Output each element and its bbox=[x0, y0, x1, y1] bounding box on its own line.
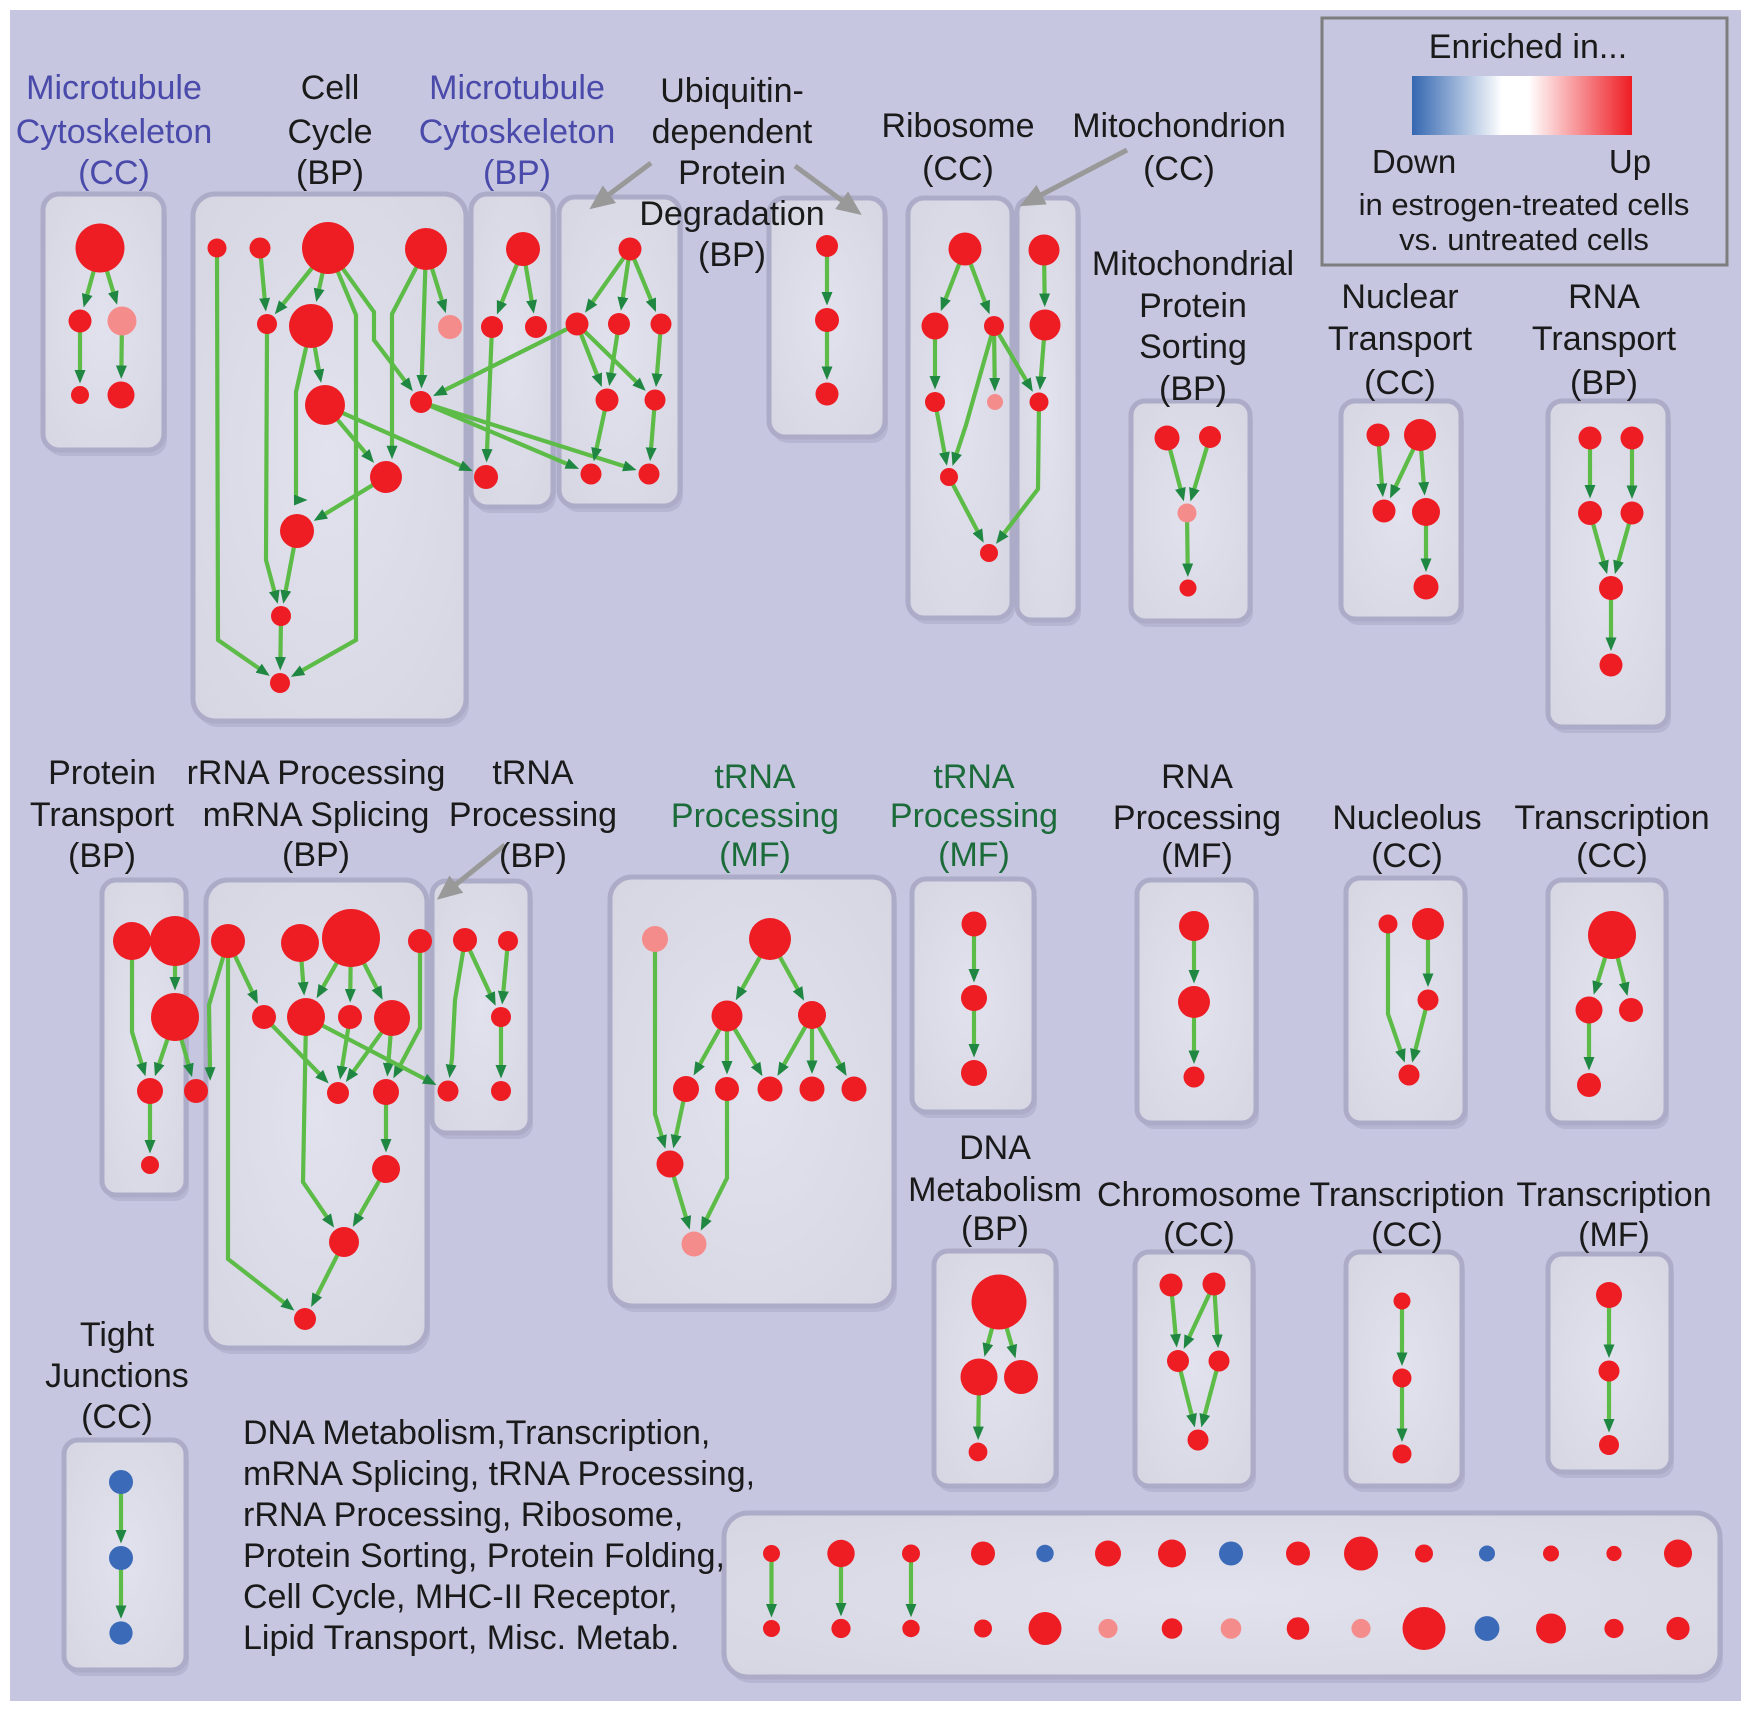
svg-text:(MF): (MF) bbox=[719, 836, 791, 874]
svg-text:mRNA Splicing: mRNA Splicing bbox=[203, 796, 430, 834]
svg-text:Tight: Tight bbox=[80, 1316, 155, 1354]
svg-text:dependent: dependent bbox=[652, 113, 813, 151]
svg-text:(CC): (CC) bbox=[1371, 837, 1443, 875]
svg-text:Transport: Transport bbox=[1532, 320, 1677, 358]
svg-text:Degradation: Degradation bbox=[639, 195, 824, 233]
svg-text:Transcription: Transcription bbox=[1309, 1176, 1504, 1214]
svg-text:Processing: Processing bbox=[449, 796, 617, 834]
svg-text:(BP): (BP) bbox=[1570, 364, 1638, 402]
svg-text:Microtubule: Microtubule bbox=[26, 69, 202, 107]
svg-text:DNA Metabolism,Transcription,: DNA Metabolism,Transcription, bbox=[243, 1414, 710, 1452]
svg-text:Processing: Processing bbox=[671, 797, 839, 835]
svg-text:Transport: Transport bbox=[30, 796, 175, 834]
svg-text:Lipid Transport, Misc. Metab.: Lipid Transport, Misc. Metab. bbox=[243, 1619, 680, 1657]
svg-text:(MF): (MF) bbox=[1578, 1216, 1650, 1254]
svg-text:Junctions: Junctions bbox=[45, 1357, 189, 1395]
svg-text:Microtubule: Microtubule bbox=[429, 69, 605, 107]
svg-text:(CC): (CC) bbox=[1371, 1216, 1443, 1254]
svg-text:(CC): (CC) bbox=[78, 154, 150, 192]
svg-text:vs. untreated cells: vs. untreated cells bbox=[1399, 222, 1649, 257]
svg-text:Transcription: Transcription bbox=[1514, 799, 1709, 837]
svg-text:Cytoskeleton: Cytoskeleton bbox=[16, 113, 213, 151]
svg-text:Up: Up bbox=[1609, 143, 1651, 180]
svg-text:(CC): (CC) bbox=[81, 1398, 153, 1436]
svg-text:Down: Down bbox=[1372, 143, 1456, 180]
svg-text:Cycle: Cycle bbox=[287, 113, 372, 151]
svg-text:Protein: Protein bbox=[1139, 287, 1247, 325]
svg-text:Protein: Protein bbox=[48, 754, 156, 792]
svg-text:(BP): (BP) bbox=[296, 154, 364, 192]
svg-text:(BP): (BP) bbox=[961, 1210, 1029, 1248]
svg-text:rRNA Processing, Ribosome,: rRNA Processing, Ribosome, bbox=[243, 1496, 683, 1534]
svg-text:(BP): (BP) bbox=[282, 836, 350, 874]
svg-text:(CC): (CC) bbox=[922, 150, 994, 188]
svg-text:Mitochondrion: Mitochondrion bbox=[1072, 107, 1286, 145]
svg-text:DNA: DNA bbox=[959, 1129, 1031, 1167]
svg-text:tRNA: tRNA bbox=[933, 758, 1015, 796]
svg-text:in estrogen-treated cells: in estrogen-treated cells bbox=[1359, 187, 1690, 222]
svg-text:Cell Cycle, MHC-II Receptor,: Cell Cycle, MHC-II Receptor, bbox=[243, 1578, 678, 1616]
svg-text:Transport: Transport bbox=[1328, 320, 1473, 358]
svg-text:(CC): (CC) bbox=[1143, 150, 1215, 188]
svg-text:(CC): (CC) bbox=[1576, 837, 1648, 875]
svg-text:Protein Sorting, Protein Foldi: Protein Sorting, Protein Folding, bbox=[243, 1537, 725, 1575]
svg-text:RNA: RNA bbox=[1568, 278, 1640, 316]
svg-text:Cell: Cell bbox=[301, 69, 360, 107]
svg-text:Metabolism: Metabolism bbox=[908, 1171, 1082, 1209]
svg-text:mRNA Splicing, tRNA Processing: mRNA Splicing, tRNA Processing, bbox=[243, 1455, 755, 1493]
svg-text:Nuclear: Nuclear bbox=[1341, 278, 1458, 316]
svg-text:(BP): (BP) bbox=[68, 837, 136, 875]
svg-text:(BP): (BP) bbox=[698, 236, 766, 274]
svg-text:(BP): (BP) bbox=[483, 154, 551, 192]
svg-text:(BP): (BP) bbox=[499, 837, 567, 875]
svg-text:tRNA: tRNA bbox=[714, 758, 796, 796]
svg-text:Cytoskeleton: Cytoskeleton bbox=[419, 113, 616, 151]
svg-text:Enriched in...: Enriched in... bbox=[1429, 28, 1627, 66]
svg-text:(BP): (BP) bbox=[1159, 370, 1227, 408]
svg-text:Nucleolus: Nucleolus bbox=[1332, 799, 1481, 837]
svg-text:Protein: Protein bbox=[678, 154, 786, 192]
svg-text:Processing: Processing bbox=[1113, 799, 1281, 837]
svg-text:RNA: RNA bbox=[1161, 758, 1233, 796]
svg-text:(MF): (MF) bbox=[938, 836, 1010, 874]
svg-text:Transcription: Transcription bbox=[1516, 1176, 1711, 1214]
svg-text:Processing: Processing bbox=[890, 797, 1058, 835]
svg-text:Ubiquitin-: Ubiquitin- bbox=[660, 72, 804, 110]
svg-text:tRNA: tRNA bbox=[492, 754, 574, 792]
svg-text:Mitochondrial: Mitochondrial bbox=[1092, 245, 1294, 283]
svg-text:(CC): (CC) bbox=[1364, 364, 1436, 402]
svg-text:(CC): (CC) bbox=[1163, 1216, 1235, 1254]
svg-text:rRNA Processing: rRNA Processing bbox=[187, 754, 446, 792]
svg-text:Chromosome: Chromosome bbox=[1097, 1176, 1301, 1214]
svg-text:Sorting: Sorting bbox=[1139, 328, 1247, 366]
svg-text:(MF): (MF) bbox=[1161, 837, 1233, 875]
svg-text:Ribosome: Ribosome bbox=[881, 107, 1034, 145]
